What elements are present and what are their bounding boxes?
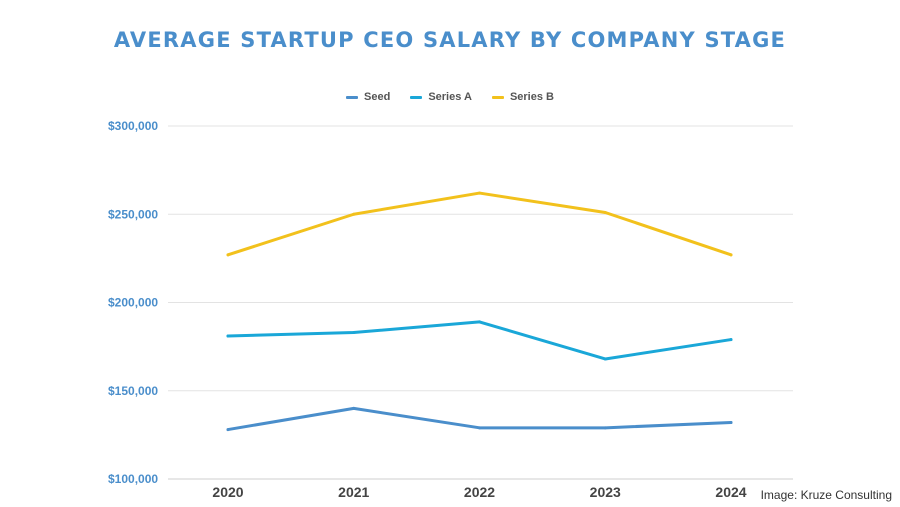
data-point-series-b: [352, 212, 356, 216]
data-point-series-b: [729, 253, 733, 257]
legend-item-series-a: Series A: [410, 91, 472, 103]
image-credit: Image: Kruze Consulting: [758, 488, 894, 502]
x-tick-label: 2021: [338, 484, 369, 500]
x-tick-label: 2020: [212, 484, 243, 500]
data-point-seed: [603, 426, 607, 430]
data-point-series-a: [603, 357, 607, 361]
legend-item-series-b: Series B: [491, 91, 554, 103]
data-point-series-b: [226, 253, 230, 257]
legend-swatch-series-b: [491, 95, 504, 99]
data-point-seed: [478, 426, 481, 430]
legend-label-series-a: Series A: [428, 91, 472, 103]
chart-title: AVERAGE STARTUP CEO SALARY BY COMPANY ST…: [113, 28, 787, 52]
data-point-seed: [352, 406, 356, 410]
data-point-series-a: [729, 338, 733, 342]
legend-label-seed: Seed: [364, 91, 391, 103]
y-tick-label: $250,000: [108, 207, 158, 221]
data-point-seed: [729, 421, 733, 425]
gridlines: [168, 125, 793, 480]
series-line-series-b: [226, 191, 733, 257]
series-line-series-a: [226, 320, 733, 361]
x-tick-label: 2024: [715, 484, 746, 500]
x-axis-ticks: 2020 2021 2022 2023 2024: [212, 484, 746, 500]
y-tick-label: $200,000: [108, 296, 158, 310]
y-tick-label: $150,000: [108, 384, 158, 398]
data-point-series-b: [603, 210, 607, 214]
legend-swatch-series-a: [410, 95, 423, 99]
chart-legend: Seed Series A Series B: [0, 91, 900, 103]
series-lines: [226, 191, 733, 432]
legend-label-series-b: Series B: [509, 91, 554, 103]
x-tick-label: 2023: [590, 484, 621, 500]
data-point-series-a: [226, 334, 230, 338]
x-tick-label: 2022: [464, 484, 495, 500]
legend-swatch-seed: [346, 95, 359, 99]
y-tick-label: $300,000: [108, 119, 158, 133]
data-point-seed: [226, 428, 230, 432]
data-point-series-a: [352, 331, 356, 335]
y-axis-ticks: $100,000 $150,000 $200,000 $250,000 $300,000: [108, 119, 158, 486]
y-tick-label: $100,000: [108, 472, 158, 486]
data-point-series-b: [478, 191, 481, 195]
data-point-series-a: [478, 320, 481, 324]
legend-item-seed: Seed: [346, 91, 390, 103]
